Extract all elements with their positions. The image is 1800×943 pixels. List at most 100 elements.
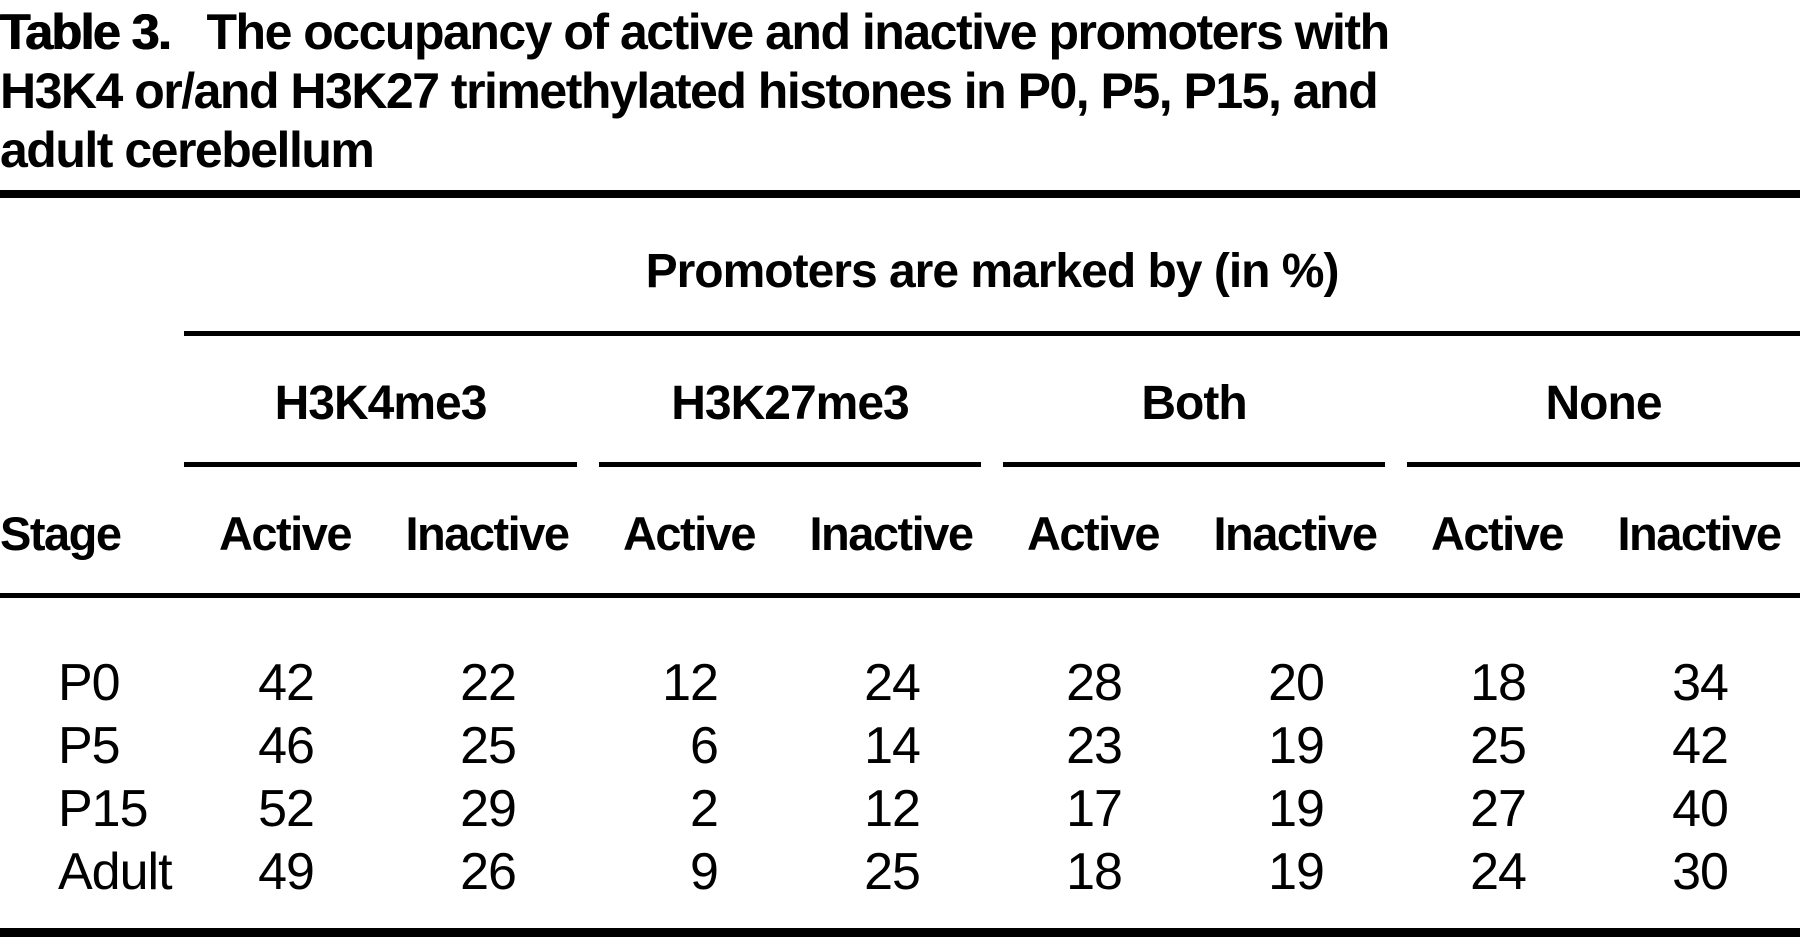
value: 25 bbox=[864, 843, 921, 901]
value: 25 bbox=[1470, 717, 1527, 775]
value: 46 bbox=[258, 717, 315, 775]
value: 19 bbox=[1268, 780, 1325, 838]
column-header-inactive: Inactive bbox=[790, 467, 992, 598]
value: 17 bbox=[1066, 780, 1123, 838]
column-header-active: Active bbox=[992, 467, 1194, 598]
value-cell: 46 bbox=[184, 715, 386, 778]
value-cell: 29 bbox=[386, 778, 588, 841]
value-cell: 42 bbox=[1598, 715, 1800, 778]
caption-line-3: adult cerebellum bbox=[0, 122, 375, 178]
value-cell: 42 bbox=[184, 596, 386, 716]
value-cell: 27 bbox=[1396, 778, 1598, 841]
value: 6 bbox=[689, 717, 719, 775]
value-cell: 49 bbox=[184, 841, 386, 904]
value: 20 bbox=[1268, 654, 1325, 712]
top-rule bbox=[0, 190, 1800, 198]
value-cell: 34 bbox=[1598, 596, 1800, 716]
table-caption: Table 3. The occupancy of active and inac… bbox=[0, 0, 1800, 180]
value-cell: 25 bbox=[386, 715, 588, 778]
value-cell: 19 bbox=[1194, 715, 1396, 778]
value: 12 bbox=[662, 654, 719, 712]
value-cell: 2 bbox=[588, 778, 790, 841]
value: 29 bbox=[460, 780, 517, 838]
stage-label: P15 bbox=[58, 780, 149, 838]
value: 49 bbox=[258, 843, 315, 901]
value: 22 bbox=[460, 654, 517, 712]
value: 24 bbox=[864, 654, 921, 712]
stage-label: P0 bbox=[58, 654, 121, 712]
span-header-label: Promoters are marked by (in %) bbox=[184, 244, 1800, 336]
value-cell: 18 bbox=[992, 841, 1194, 904]
spacer-cell bbox=[0, 336, 184, 467]
column-header-row: Stage Active Inactive Active Inactive Ac… bbox=[0, 467, 1800, 598]
group-header-none: None bbox=[1396, 336, 1800, 467]
value: 27 bbox=[1470, 780, 1527, 838]
group-header-row: H3K4me3 H3K27me3 Both None bbox=[0, 336, 1800, 467]
value: 18 bbox=[1066, 843, 1123, 901]
group-label: H3K27me3 bbox=[599, 376, 981, 467]
table-row-adult: Adult 49 26 9 25 18 19 24 30 bbox=[0, 841, 1800, 904]
value: 18 bbox=[1470, 654, 1527, 712]
value-cell: 22 bbox=[386, 596, 588, 716]
value-cell: 25 bbox=[790, 841, 992, 904]
value: 42 bbox=[1672, 717, 1729, 775]
column-header-inactive: Inactive bbox=[1598, 467, 1800, 598]
value-cell: 18 bbox=[1396, 596, 1598, 716]
group-header-both: Both bbox=[992, 336, 1396, 467]
value-cell: 19 bbox=[1194, 778, 1396, 841]
span-header-row: Promoters are marked by (in %) bbox=[0, 198, 1800, 336]
value: 24 bbox=[1470, 843, 1527, 901]
value: 9 bbox=[689, 843, 719, 901]
span-header-cell: Promoters are marked by (in %) bbox=[184, 198, 1800, 336]
group-header-h3k27me3: H3K27me3 bbox=[588, 336, 992, 467]
value: 26 bbox=[460, 843, 517, 901]
value: 25 bbox=[460, 717, 517, 775]
value: 19 bbox=[1268, 843, 1325, 901]
caption-text-1: The occupancy of active and inactive pro… bbox=[206, 4, 1390, 60]
value: 28 bbox=[1066, 654, 1123, 712]
table-row-p15: P15 52 29 2 12 17 19 27 40 bbox=[0, 778, 1800, 841]
value: 34 bbox=[1672, 654, 1729, 712]
value-cell: 12 bbox=[588, 596, 790, 716]
column-header-active: Active bbox=[184, 467, 386, 598]
value: 19 bbox=[1268, 717, 1325, 775]
caption-line-2: H3K4 or/and H3K27 trimethylated histones… bbox=[0, 63, 1379, 119]
table-row-p5: P5 46 25 6 14 23 19 25 42 bbox=[0, 715, 1800, 778]
stage-label: P5 bbox=[58, 717, 121, 775]
stage-column-header: Stage bbox=[0, 467, 184, 598]
value-cell: 52 bbox=[184, 778, 386, 841]
column-header-active: Active bbox=[588, 467, 790, 598]
value-cell: 28 bbox=[992, 596, 1194, 716]
value: 42 bbox=[258, 654, 315, 712]
value-cell: 19 bbox=[1194, 841, 1396, 904]
value: 14 bbox=[864, 717, 921, 775]
value-cell: 17 bbox=[992, 778, 1194, 841]
value-cell: 24 bbox=[790, 596, 992, 716]
table-number: Table 3. bbox=[0, 4, 172, 60]
value: 2 bbox=[689, 780, 719, 838]
group-label: Both bbox=[1003, 376, 1385, 467]
value-cell: 40 bbox=[1598, 778, 1800, 841]
value-cell: 30 bbox=[1598, 841, 1800, 904]
value: 40 bbox=[1672, 780, 1729, 838]
value-cell: 14 bbox=[790, 715, 992, 778]
value-cell: 23 bbox=[992, 715, 1194, 778]
column-header-inactive: Inactive bbox=[386, 467, 588, 598]
group-label: None bbox=[1407, 376, 1800, 467]
value: 23 bbox=[1066, 717, 1123, 775]
data-table: Promoters are marked by (in %) H3K4me3 H… bbox=[0, 198, 1800, 904]
value-cell: 26 bbox=[386, 841, 588, 904]
value: 52 bbox=[258, 780, 315, 838]
value: 30 bbox=[1672, 843, 1729, 901]
value-cell: 6 bbox=[588, 715, 790, 778]
stage-label: Adult bbox=[58, 843, 173, 901]
spacer-cell bbox=[0, 198, 184, 336]
table-row-p0: P0 42 22 12 24 28 20 18 34 bbox=[0, 596, 1800, 716]
value-cell: 25 bbox=[1396, 715, 1598, 778]
value-cell: 9 bbox=[588, 841, 790, 904]
column-header-inactive: Inactive bbox=[1194, 467, 1396, 598]
group-header-h3k4me3: H3K4me3 bbox=[184, 336, 588, 467]
column-header-active: Active bbox=[1396, 467, 1598, 598]
group-label: H3K4me3 bbox=[184, 376, 577, 467]
